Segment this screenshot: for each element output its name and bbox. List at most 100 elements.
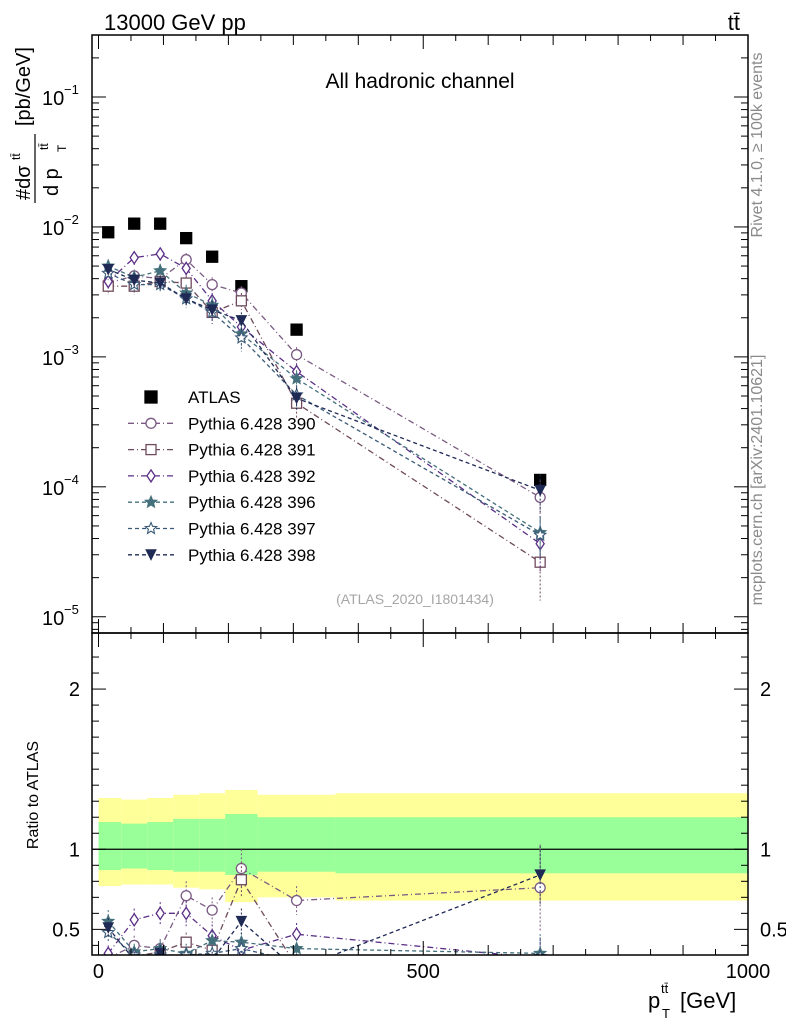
circle-marker [290,349,303,361]
triangle-down-marker [181,958,191,968]
triangle-down-marker [206,954,218,955]
triangle-down-marker [180,293,192,305]
main-title: All hadronic channel [325,70,514,93]
ratio-plot-layer [101,844,548,974]
ratio-ytick-label-right: 2 [760,679,771,701]
legend-label: ATLAS [188,388,241,407]
ratio-series-3 [101,910,548,955]
inner-band-bin [173,818,200,872]
series-line [107,268,541,491]
inner-band-bin [335,817,748,874]
ylabel-denominator-sub: T [55,144,69,152]
main-series-6 [102,263,546,513]
triangle-down-marker [534,484,546,497]
ratio-ytick-label-left: 0.5 [52,919,80,941]
ratio-frame [91,632,749,956]
triangle-down-marker [235,915,248,928]
star-marker [153,263,168,277]
tick-exponent: −2 [64,212,79,227]
star-marker [234,330,249,344]
ratio-ytick-label-left: 1 [69,839,80,861]
triangle-down-marker [102,922,115,934]
square-marker [144,390,158,404]
triangle-down-marker [154,947,167,955]
diamond-marker [155,906,165,921]
xlabel-sup: tt̄ [661,981,669,996]
main-series-4 [101,258,548,556]
ratio-series-line [107,932,272,955]
main-ytick-label: 10 −4 [42,472,79,500]
triangle-down-marker [102,264,115,276]
diamond-marker [103,946,114,955]
inner-band-bin [199,818,226,872]
square-marker [103,956,113,966]
tick-mantissa: 10 [42,608,64,630]
circle-marker [206,278,218,291]
inner-band-bin [98,822,122,871]
ratio-xtick-label: 1000 [726,961,771,983]
main-series-1 [102,253,546,523]
ratio-series-5 [102,846,546,974]
ylabel-numerator-sup: tt̄ [9,153,23,160]
square-marker [235,874,248,886]
square-marker [292,961,302,971]
ylabel-denominator-sup: tt̄ [37,143,51,150]
star-marker [533,527,548,542]
legend-entry: Pythia 6.428 391 [128,441,316,460]
main-ytick-label: 10 −5 [42,602,79,630]
triangle-down-marker [292,964,302,974]
energy-label: 13000 GeV pp [104,10,246,35]
tick-exponent: −3 [64,342,79,357]
star-marker [143,494,159,509]
circle-marker [290,894,303,907]
legend-label: Pythia 6.428 397 [188,520,316,539]
ylabel-numerator: #dσ [13,165,35,200]
circle-marker [206,904,218,916]
diamond-marker [103,274,114,289]
star-marker [296,953,298,955]
ratio-ytick-label-right: 0.5 [760,919,786,941]
star-marker [205,933,220,947]
main-plot-layer [101,217,548,601]
legend-entry: Pythia 6.428 390 [128,414,316,433]
tick-mantissa: 10 [42,218,64,240]
triangle-down-marker [534,869,546,882]
xlabel-unit: [GeV] [680,988,736,1013]
analysis-watermark: (ATLAS_2020_I1801434) [336,591,494,607]
legend-entry: Pythia 6.428 398 [128,546,316,565]
inner-band-bin [147,822,174,871]
main-series-2 [102,274,546,601]
ratio-series-line [139,878,291,955]
star-marker [179,947,194,955]
legend-label: Pythia 6.428 390 [188,414,316,433]
square-marker [235,295,248,307]
main-ylabel: #dσ tt̄ d p T tt̄ [pb/GeV] [9,47,69,203]
series-line [107,265,541,534]
main-frame [91,34,749,634]
diamond-marker [181,906,191,921]
diamond-marker [291,927,302,942]
ratio-xtick-label: 500 [407,961,440,983]
tick-exponent: −5 [64,602,79,617]
triangle-down-marker [145,549,157,561]
star-marker [234,941,249,955]
inner-band-bin [257,817,336,872]
main-ytick-label: 10 −3 [42,342,79,370]
tick-mantissa: 10 [42,88,64,110]
ratio-series-2 [103,900,543,955]
diamond-marker [146,468,156,484]
ratio-series-group [101,844,548,974]
diamond-marker [129,250,139,265]
square-marker [206,250,219,263]
diamond-marker [181,261,191,276]
rivet-version-label: Rivet 4.1.0, ≥ 100k events [749,53,766,238]
tick-mantissa: 10 [42,348,64,370]
ratio-series-line [107,912,515,955]
xlabel-sub: T [662,1006,670,1021]
star-marker [143,521,159,535]
series-line [108,280,541,563]
diamond-marker [155,246,165,262]
